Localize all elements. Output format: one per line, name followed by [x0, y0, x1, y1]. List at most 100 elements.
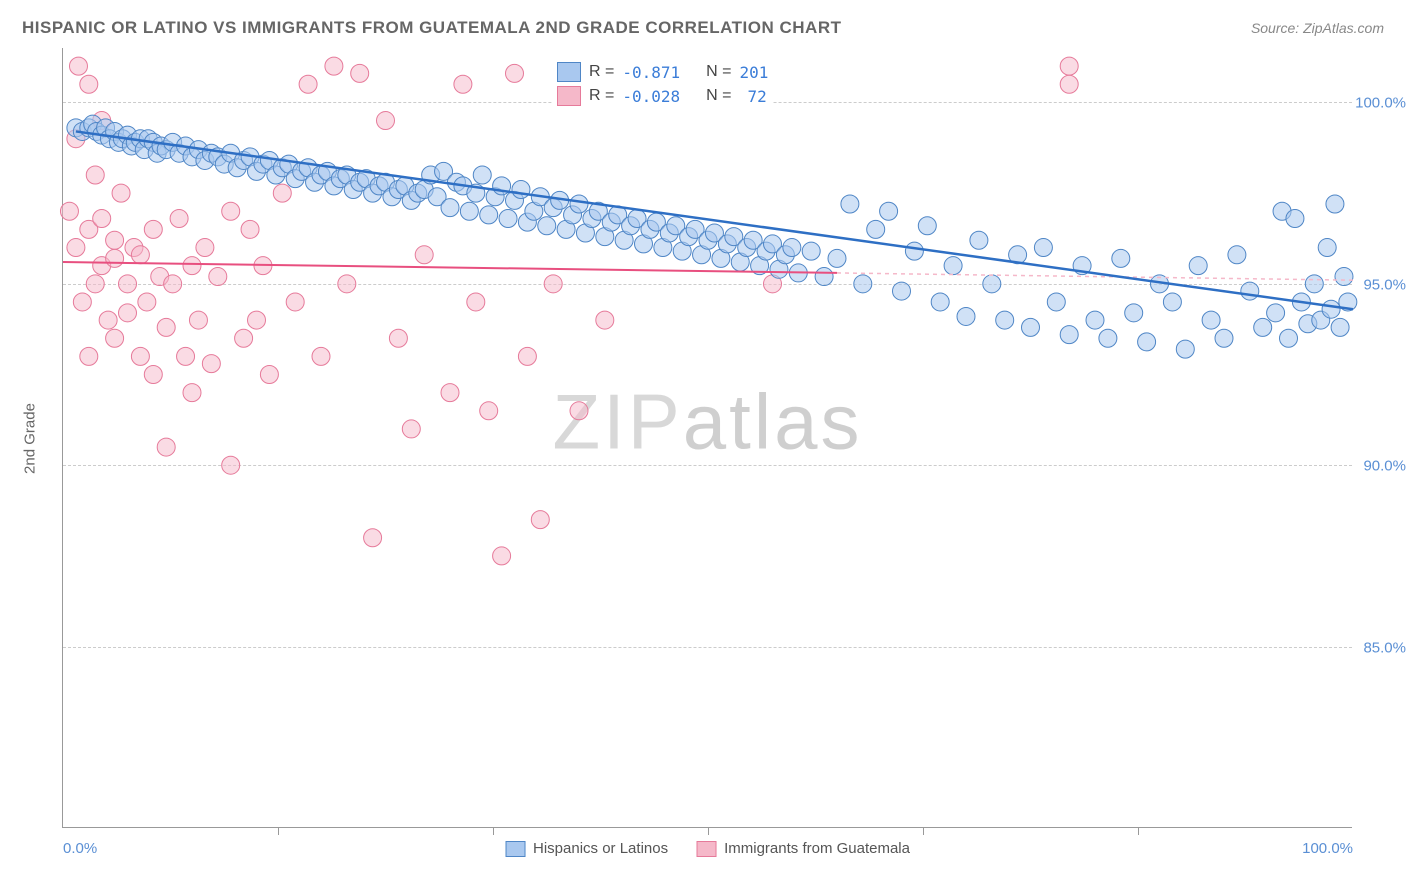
legend-swatch-pink	[557, 86, 581, 106]
y-tick-label: 100.0%	[1355, 95, 1406, 112]
data-point	[389, 329, 407, 347]
data-point	[957, 307, 975, 325]
data-point	[157, 318, 175, 336]
data-point	[93, 210, 111, 228]
data-point	[1286, 210, 1304, 228]
data-point	[209, 268, 227, 286]
x-tick-label: 0.0%	[63, 840, 97, 857]
chart-source: Source: ZipAtlas.com	[1251, 20, 1384, 36]
chart-svg	[63, 48, 1352, 827]
data-point	[1163, 293, 1181, 311]
data-point	[1254, 318, 1272, 336]
chart-title: HISPANIC OR LATINO VS IMMIGRANTS FROM GU…	[22, 18, 841, 38]
data-point	[273, 184, 291, 202]
data-point	[364, 529, 382, 547]
data-point	[1022, 318, 1040, 336]
data-point	[493, 547, 511, 565]
data-point	[893, 282, 911, 300]
data-point	[183, 257, 201, 275]
data-point	[970, 231, 988, 249]
data-point	[402, 420, 420, 438]
data-point	[338, 275, 356, 293]
data-point	[854, 275, 872, 293]
data-point	[86, 166, 104, 184]
y-tick-label: 95.0%	[1363, 276, 1406, 293]
legend-item-pink: Immigrants from Guatemala	[696, 840, 910, 857]
data-point	[983, 275, 1001, 293]
data-point	[467, 293, 485, 311]
data-point	[473, 166, 491, 184]
data-point	[1060, 75, 1078, 93]
data-point	[944, 257, 962, 275]
data-point	[80, 347, 98, 365]
data-point	[480, 402, 498, 420]
data-point	[1189, 257, 1207, 275]
data-point	[351, 64, 369, 82]
data-point	[248, 311, 266, 329]
data-point	[144, 366, 162, 384]
data-point	[918, 217, 936, 235]
data-point	[235, 329, 253, 347]
data-point	[1215, 329, 1233, 347]
data-point	[1305, 275, 1323, 293]
data-point	[570, 402, 588, 420]
data-point	[164, 275, 182, 293]
data-point	[1202, 311, 1220, 329]
legend-swatch-icon	[505, 841, 525, 857]
data-point	[106, 231, 124, 249]
data-point	[1331, 318, 1349, 336]
data-point	[931, 293, 949, 311]
data-point	[1228, 246, 1246, 264]
data-point	[512, 180, 530, 198]
data-point	[112, 184, 130, 202]
data-point	[1060, 57, 1078, 75]
data-point	[144, 220, 162, 238]
data-point	[441, 199, 459, 217]
data-point	[815, 268, 833, 286]
data-point	[841, 195, 859, 213]
data-point	[119, 275, 137, 293]
data-point	[286, 293, 304, 311]
data-point	[1125, 304, 1143, 322]
data-point	[1326, 195, 1344, 213]
data-point	[196, 239, 214, 257]
data-point	[538, 217, 556, 235]
data-point	[1047, 293, 1065, 311]
data-point	[415, 246, 433, 264]
data-point	[441, 384, 459, 402]
data-point	[1112, 249, 1130, 267]
data-point	[99, 311, 117, 329]
data-point	[828, 249, 846, 267]
data-point	[499, 210, 517, 228]
data-point	[106, 329, 124, 347]
legend-swatch-icon	[696, 841, 716, 857]
data-point	[222, 202, 240, 220]
legend-row-blue: R = -0.871 N = 201	[553, 60, 772, 84]
data-point	[531, 511, 549, 529]
data-point	[69, 57, 87, 75]
data-point	[73, 293, 91, 311]
data-point	[183, 384, 201, 402]
data-point	[506, 64, 524, 82]
plot-area: ZIPatlas 85.0%90.0%95.0%100.0% 0.0%100.0…	[62, 48, 1352, 828]
legend-item-blue: Hispanics or Latinos	[505, 840, 668, 857]
data-point	[480, 206, 498, 224]
data-point	[1280, 329, 1298, 347]
chart-header: HISPANIC OR LATINO VS IMMIGRANTS FROM GU…	[22, 18, 1384, 38]
legend-row-pink: R = -0.028 N = 72	[553, 84, 772, 108]
data-point	[119, 304, 137, 322]
series-legend: Hispanics or Latinos Immigrants from Gua…	[505, 840, 910, 857]
data-point	[1034, 239, 1052, 257]
data-point	[454, 75, 472, 93]
data-point	[138, 293, 156, 311]
data-point	[222, 456, 240, 474]
data-point	[67, 239, 85, 257]
y-tick-label: 85.0%	[1363, 639, 1406, 656]
data-point	[867, 220, 885, 238]
data-point	[377, 112, 395, 130]
data-point	[570, 195, 588, 213]
data-point	[996, 311, 1014, 329]
data-point	[460, 202, 478, 220]
correlation-legend: R = -0.871 N = 201 R = -0.028 N = 72	[553, 60, 772, 108]
data-point	[1099, 329, 1117, 347]
